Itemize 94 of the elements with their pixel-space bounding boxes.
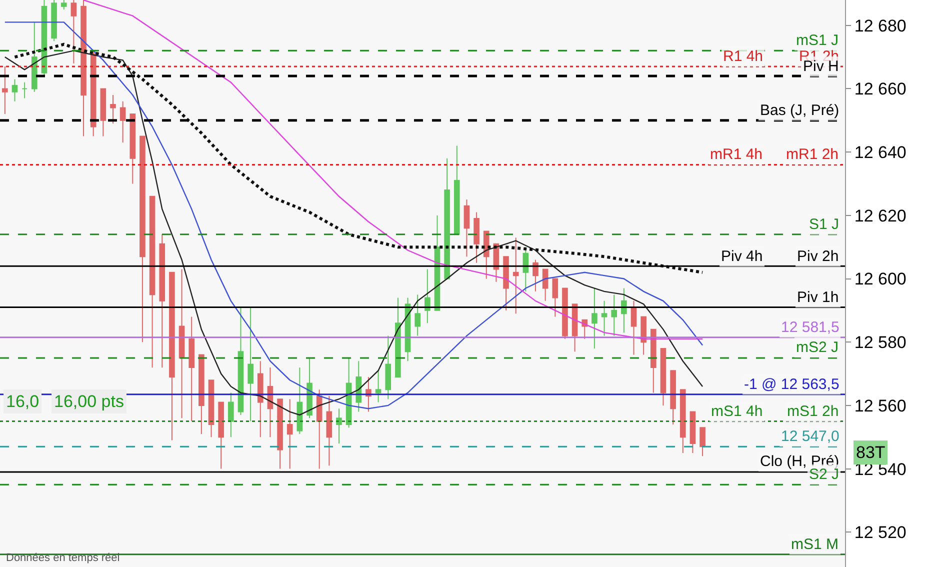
candlestick xyxy=(503,256,509,311)
line-series xyxy=(13,42,704,274)
ref-line-label: 12 581,5 xyxy=(781,319,840,336)
candlestick xyxy=(110,94,116,124)
candlestick xyxy=(218,402,224,470)
candlestick xyxy=(414,294,420,336)
ref-line-label: mS1 2h xyxy=(787,403,839,420)
candlestick xyxy=(660,348,666,406)
candlestick xyxy=(22,82,28,99)
candlestick xyxy=(178,268,185,419)
candlestick xyxy=(424,268,430,324)
candlestick xyxy=(70,0,77,64)
y-tick-label: 12 600 xyxy=(854,270,906,289)
candlestick xyxy=(483,230,490,280)
candlestick xyxy=(562,288,568,340)
candlestick xyxy=(100,88,106,137)
candlestick xyxy=(120,100,126,144)
candlestick xyxy=(277,398,283,470)
candlestick xyxy=(454,145,460,235)
candlestick xyxy=(130,114,136,184)
candlestick xyxy=(208,380,214,438)
annotation: mR1 4h xyxy=(710,146,763,163)
ref-line-label: mS2 J xyxy=(796,339,839,356)
y-tick-label: 12 580 xyxy=(854,333,906,352)
candlestick xyxy=(464,199,470,258)
candlestick xyxy=(532,259,538,292)
ref-line-label: mS1 J xyxy=(796,32,839,49)
line-series xyxy=(82,0,704,340)
ref-line-label: Clo (H, Pré) xyxy=(760,453,840,470)
annotation: 16,00 pts xyxy=(54,392,124,411)
candlestick xyxy=(542,268,548,302)
candlestick xyxy=(60,0,67,10)
candlestick xyxy=(140,136,146,343)
annotation: Piv 4h xyxy=(721,248,763,265)
candlestick xyxy=(80,0,86,137)
annotation: mS1 4h xyxy=(711,403,763,420)
candlestick xyxy=(316,389,322,470)
candlestick xyxy=(257,360,264,438)
ref-line-label: mS1 M xyxy=(791,536,839,553)
annotation: R1 4h xyxy=(723,48,764,65)
ref-line-label: Piv 1h xyxy=(797,289,839,306)
text: 83T xyxy=(856,443,886,462)
candlestick xyxy=(12,78,18,102)
annotation: 16,0 xyxy=(6,392,40,411)
candlestick xyxy=(690,411,696,454)
candlestick xyxy=(267,366,274,438)
candlestick xyxy=(552,278,558,318)
candlestick xyxy=(572,304,578,352)
candlestick xyxy=(385,335,392,400)
candlestick xyxy=(286,398,293,470)
candlestick xyxy=(680,389,686,454)
y-tick-label: 12 620 xyxy=(854,206,906,226)
ref-line-label: -1 @ 12 563,5 xyxy=(744,376,840,393)
candlestick xyxy=(248,306,254,422)
candlestick xyxy=(238,306,244,416)
y-tick-label: 12 680 xyxy=(854,16,906,36)
candlestick xyxy=(198,354,204,434)
candlestick xyxy=(188,316,195,422)
candlestick xyxy=(611,294,618,336)
ref-line-label: Piv 2h xyxy=(797,248,839,265)
candlestick xyxy=(522,246,529,292)
candlestick xyxy=(474,212,480,264)
candlestick xyxy=(512,237,519,314)
candlestick xyxy=(444,158,450,280)
annotation: Données en temps réel xyxy=(6,552,120,564)
candlestick xyxy=(51,0,57,42)
candlestick xyxy=(31,22,38,92)
ref-line-label: 12 547,0 xyxy=(781,428,840,445)
candlestick xyxy=(670,370,676,425)
candlestick xyxy=(149,196,156,368)
candlestick xyxy=(621,288,627,334)
ref-line-label: mR1 2h xyxy=(786,146,839,163)
candlestick xyxy=(2,66,8,115)
candlestick xyxy=(336,408,342,444)
candlestick xyxy=(169,272,175,441)
candlestick xyxy=(326,395,332,466)
ref-line-label: S1 J xyxy=(809,216,840,233)
y-tick-label: 12 560 xyxy=(854,396,906,416)
candlestick xyxy=(592,288,598,349)
candlestick xyxy=(395,297,401,378)
candlestick xyxy=(90,50,96,137)
candlestick xyxy=(228,392,234,438)
y-tick-label: 12 520 xyxy=(854,523,906,542)
candlestick xyxy=(296,366,303,434)
ref-line-label: S2 J xyxy=(809,466,840,483)
y-tick-label: 12 660 xyxy=(854,80,906,99)
ref-line-label: Bas (J, Pré) xyxy=(760,102,840,119)
candlestick xyxy=(346,357,352,428)
candlestick xyxy=(159,234,166,368)
y-tick-label: 12 640 xyxy=(854,142,906,162)
candlestick xyxy=(375,370,382,403)
candlestick xyxy=(601,300,608,336)
candlestick xyxy=(630,300,637,356)
candlestick xyxy=(700,427,706,457)
